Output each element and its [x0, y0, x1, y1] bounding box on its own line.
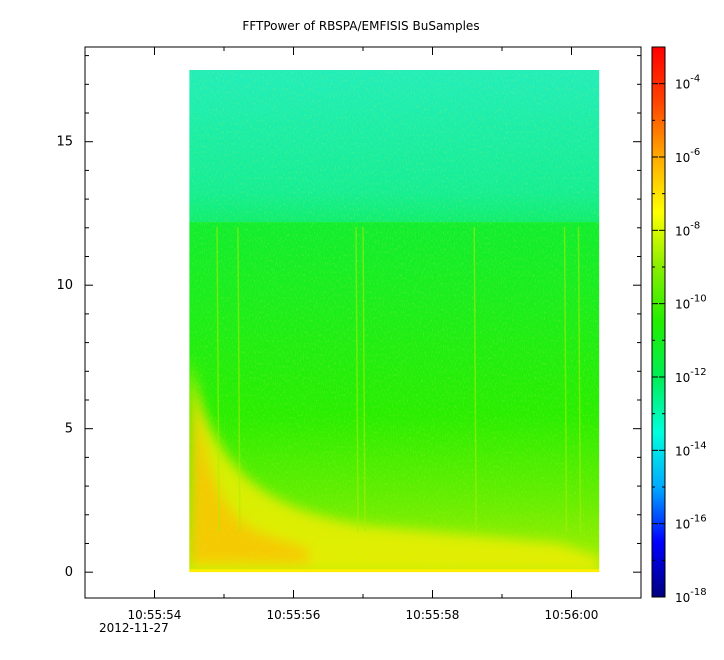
x-tick-label: 10:55:54 [128, 608, 182, 622]
x-tick-label: 10:55:56 [267, 608, 321, 622]
y-tick-label: 5 [65, 422, 73, 437]
x-axis: 10:55:54 10:55:56 10:55:58 10:56:00 [84, 47, 642, 622]
x-axis-date-label: 2012-11-27 [99, 621, 169, 635]
x-tick-label: 10:55:58 [406, 608, 460, 622]
y-tick-label: 0 [65, 565, 73, 580]
x-tick-label: 10:56:00 [545, 608, 599, 622]
colorbar-tick-label: 10-18 [675, 587, 707, 605]
y-tick-label: 15 [56, 135, 73, 150]
colorbar-tick-label: 10-12 [675, 367, 707, 385]
colorbar-tick-label: 10-8 [675, 220, 700, 238]
y-tick-label: 10 [56, 278, 73, 293]
colorbar-tick-label: 10-10 [675, 294, 707, 312]
y-axis: 0 5 10 15 [56, 55, 641, 580]
chart-title: FFTPower of RBSPA/EMFISIS BuSamples [242, 19, 479, 33]
colorbar [651, 46, 666, 598]
colorbar-axis: 10-4 10-6 10-8 10-10 10-12 10-14 10-16 10-18 [652, 46, 707, 605]
spectrogram-noise [189, 69, 600, 573]
spectrogram-baseline [189, 569, 600, 573]
colorbar-tick-label: 10-16 [675, 514, 707, 532]
colorbar-tick-label: 10-6 [675, 147, 700, 165]
colorbar-tick-label: 10-4 [675, 74, 700, 92]
colorbar-tick-label: 10-14 [675, 440, 707, 458]
spectrogram-image [189, 69, 600, 573]
